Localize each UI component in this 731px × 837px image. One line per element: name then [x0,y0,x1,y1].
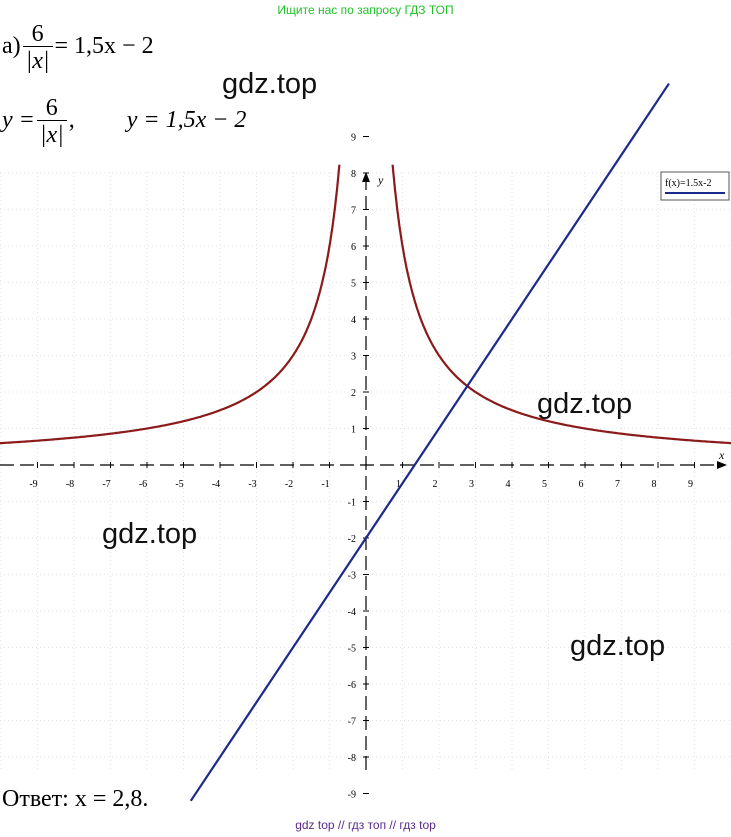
x-axis-arrow [717,461,727,469]
hyperbola-left-branch [0,164,341,445]
x-tick-label: -9 [29,479,37,490]
top-banner[interactable]: Ищите нас по запросу ГДЗ ТОП [277,3,454,17]
fraction: 6 |x| [22,21,53,73]
x-tick-label: -3 [248,479,256,490]
x-tick-label: 3 [469,479,474,490]
equation-rhs: = 1,5x − 2 [54,33,154,60]
x-tick-label: -2 [285,479,293,490]
x-tick-label: -1 [321,479,329,490]
part-label: а) [2,33,21,60]
bottom-banner[interactable]: gdz top // гдз топ // гдз top [295,818,436,832]
y-tick-label: 9 [351,133,356,144]
y-tick-label: -7 [348,717,356,728]
y-tick-label: 4 [351,315,356,326]
watermark-1: gdz.top [222,68,318,100]
x-axis-name: x [718,448,725,462]
watermark-4: gdz.top [570,630,666,662]
linear-function-line [189,82,670,802]
y-tick-label: 3 [351,352,356,363]
watermark-2: gdz.top [537,388,633,420]
x-tick-label: 4 [506,479,511,490]
y-tick-label: 5 [351,279,356,290]
y-tick-label: -6 [348,680,356,691]
x-tick-label: 6 [579,479,584,490]
x-tick-label: 8 [652,479,657,490]
fraction-numerator: 6 [31,21,44,47]
y-tick-label: -1 [348,498,356,509]
line2-y-eq: y = [2,107,35,134]
watermark-3: gdz.top [102,518,198,550]
x-tick-label: -4 [212,479,220,490]
equation-line-1: а) 6 |x| = 1,5x − 2 [2,22,154,73]
y-tick-label: 7 [351,206,356,217]
y-axis-arrow [362,172,370,182]
fraction-denominator: |x| [22,46,53,73]
x-tick-label: 5 [542,479,547,490]
x-tick-label: -5 [175,479,183,490]
line2-comma: , [68,107,75,134]
hyperbola-right-branch [391,164,731,445]
x-tick-label: 9 [688,479,693,490]
y-tick-label: 6 [351,242,356,253]
x-tick-label: 2 [433,479,438,490]
y-tick-label: -3 [348,571,356,582]
y-tick-label: -8 [348,753,356,764]
x-tick-label: 1 [396,479,401,490]
y-axis-name: y [377,173,384,187]
line2-second-equation: y = 1,5x − 2 [126,107,247,134]
answer-text: Ответ: x = 2,8. [2,786,149,812]
fraction-2-denominator: |x| [36,120,67,147]
y-tick-label: -9 [348,790,356,801]
y-tick-label: 8 [351,169,356,180]
legend-entry: f(x)=1.5x-2 [665,178,711,189]
fraction-2-numerator: 6 [45,95,58,121]
y-tick-label: 2 [351,388,356,399]
fraction-2: 6 |x| [36,95,67,147]
y-tick-label: -5 [348,644,356,655]
equation-line-2: y = 6 |x|, y = 1,5x − 2 [2,96,246,147]
x-tick-label: -8 [66,479,74,490]
y-tick-label: -2 [348,534,356,545]
legend-box [660,171,730,201]
x-tick-label: 7 [615,479,620,490]
x-tick-label: -7 [102,479,110,490]
y-tick-label: 1 [351,425,356,436]
x-tick-label: -6 [139,479,147,490]
y-tick-label: -4 [348,607,356,618]
